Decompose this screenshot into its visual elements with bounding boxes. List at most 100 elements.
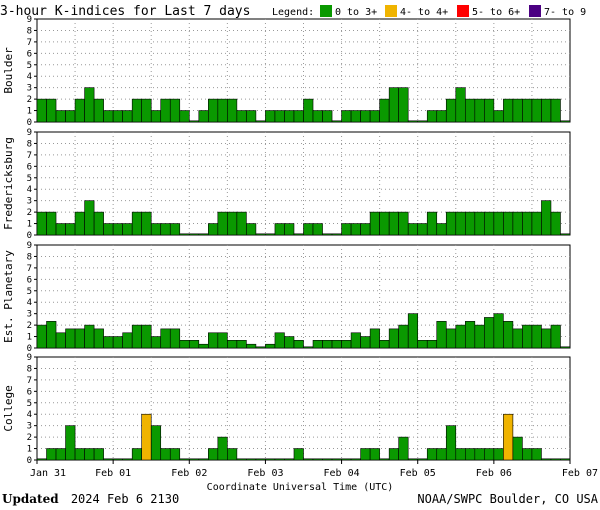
y-tick-label: 7 xyxy=(27,376,32,386)
bar xyxy=(169,328,181,349)
bar xyxy=(150,223,162,236)
bar xyxy=(227,340,238,349)
bar xyxy=(293,448,304,461)
bar xyxy=(512,328,523,349)
bar xyxy=(36,211,47,236)
bar xyxy=(55,332,66,349)
bar xyxy=(550,98,561,123)
bar xyxy=(55,110,66,123)
bar xyxy=(436,223,447,236)
bar xyxy=(265,233,276,236)
y-tick-label: 3 xyxy=(27,84,32,94)
bar xyxy=(350,458,361,461)
bar xyxy=(36,98,47,123)
bar xyxy=(246,458,257,461)
y-tick-label: 4 xyxy=(27,410,32,420)
bar xyxy=(284,110,295,123)
bar xyxy=(65,328,76,349)
bar xyxy=(198,458,209,461)
bar xyxy=(236,458,247,461)
y-tick-label: 6 xyxy=(27,162,32,172)
legend-item: 0 to 3+ xyxy=(320,5,377,18)
bar xyxy=(179,233,190,236)
bar xyxy=(274,332,285,349)
bar xyxy=(303,98,314,123)
bar xyxy=(227,211,238,236)
bar xyxy=(474,324,485,349)
footer-updated-label: Updated xyxy=(2,492,59,506)
bar xyxy=(531,98,542,123)
footer-updated: Updated 2024 Feb 6 2130 xyxy=(2,492,179,506)
bar xyxy=(503,413,514,461)
bar xyxy=(512,211,523,236)
bar xyxy=(379,340,390,349)
y-tick-label: 1 xyxy=(27,333,32,343)
y-tick-label: 0 xyxy=(27,344,32,354)
bar xyxy=(455,324,466,349)
bar xyxy=(522,324,533,349)
bar xyxy=(407,120,419,123)
bar xyxy=(550,211,561,236)
bar xyxy=(217,436,228,461)
bar xyxy=(398,324,409,349)
bar xyxy=(103,223,114,236)
bar xyxy=(293,110,304,123)
bar xyxy=(445,98,457,123)
bar xyxy=(369,110,380,123)
bar xyxy=(350,110,361,123)
panel-label: College xyxy=(2,385,15,431)
bar xyxy=(131,324,142,349)
bar xyxy=(341,340,352,349)
bar xyxy=(455,448,466,461)
bar xyxy=(436,448,447,461)
bar xyxy=(474,211,485,236)
bar xyxy=(198,110,209,123)
legend-swatch xyxy=(320,5,332,17)
bar xyxy=(141,324,152,349)
y-tick-label: 2 xyxy=(27,208,32,218)
y-tick-label: 4 xyxy=(27,72,32,82)
legend: 0 to 3+ 4- to 4+ 5- to 6+ 7- to 9 xyxy=(320,5,586,18)
bar xyxy=(84,87,95,123)
y-tick-label: 0 xyxy=(27,456,32,466)
bar xyxy=(388,87,399,123)
y-tick-label: 3 xyxy=(27,197,32,207)
bar xyxy=(322,458,333,461)
bar xyxy=(217,211,228,236)
bar xyxy=(246,343,257,349)
bar xyxy=(369,328,380,349)
bar xyxy=(131,448,142,461)
bar xyxy=(55,223,66,236)
panel-label: Boulder xyxy=(2,47,15,94)
bar xyxy=(522,98,533,123)
bar xyxy=(265,110,276,123)
bar xyxy=(46,321,57,349)
bar xyxy=(274,110,285,123)
bar xyxy=(484,98,495,123)
y-tick-label: 9 xyxy=(27,15,32,25)
bar xyxy=(293,340,304,349)
bar xyxy=(417,223,428,236)
bar xyxy=(407,458,419,461)
bar xyxy=(455,211,466,236)
bar xyxy=(493,448,504,461)
bar xyxy=(398,87,409,123)
bar xyxy=(503,98,514,123)
bar xyxy=(150,336,162,349)
bar xyxy=(379,458,390,461)
bar xyxy=(341,458,352,461)
bar xyxy=(93,211,104,236)
bar xyxy=(217,332,228,349)
bar xyxy=(179,458,190,461)
legend-item-label: 7- to 9 xyxy=(544,7,586,18)
bar xyxy=(208,223,219,236)
bar xyxy=(541,200,552,236)
y-tick-label: 6 xyxy=(27,387,32,397)
bar xyxy=(331,340,342,349)
bar xyxy=(74,328,85,349)
bar xyxy=(445,328,457,349)
bar xyxy=(341,223,352,236)
bar xyxy=(417,340,428,349)
x-tick-label: Feb 05 xyxy=(400,468,436,479)
bar xyxy=(284,223,295,236)
